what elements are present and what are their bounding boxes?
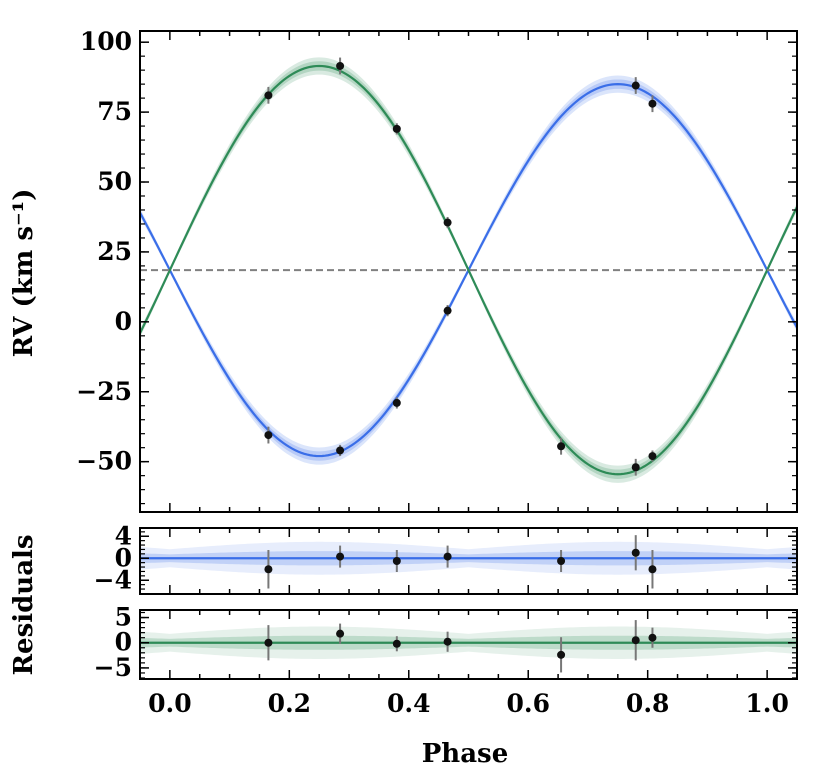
residual-point-green	[443, 637, 452, 646]
y-tick-label: 0	[115, 307, 132, 336]
residual-point-blue	[557, 557, 566, 565]
x-tick-label: 0.0	[148, 689, 192, 718]
y-tick-label: 0	[115, 543, 132, 572]
data-point-green	[392, 124, 401, 133]
residuals-panel-blue: 40−4	[94, 521, 798, 595]
residuals-panel-green: 50−5 0.0 0.2 0.4 0.6 0.8 1.0	[94, 603, 798, 718]
residual-point-blue	[443, 552, 452, 561]
residual-point-green	[631, 636, 640, 645]
data-point-green	[443, 218, 452, 227]
y-tick-label: −50	[76, 447, 132, 476]
residual-point-green	[336, 629, 345, 638]
data-point-blue	[392, 398, 401, 407]
y-tick-label: 50	[97, 167, 132, 196]
data-point-blue	[557, 442, 566, 451]
residual-point-green	[557, 650, 566, 659]
x-tick-label: 0.2	[268, 689, 312, 718]
data-point-green	[631, 463, 640, 472]
residual-point-blue	[631, 548, 640, 557]
rv-panel: 100 75 50 25 0 −25 −50	[76, 27, 798, 513]
y-axis-label-rv: RV (km s⁻¹)	[9, 189, 39, 358]
y-axis-label-residuals: Residuals	[9, 534, 39, 675]
y-tick-label: −5	[94, 653, 132, 682]
plot-area	[140, 57, 797, 483]
data-point-green	[336, 61, 345, 70]
residual-point-blue	[264, 565, 273, 574]
y-tick-label: 75	[97, 97, 132, 126]
residual-point-green	[648, 633, 657, 642]
y-tick-label: −4	[94, 565, 132, 594]
y-tick-label: 25	[97, 237, 132, 266]
x-tick-label: 0.6	[506, 689, 550, 718]
y-tick-label: 4	[115, 521, 132, 550]
y-tick-label: 0	[115, 628, 132, 657]
plot-area	[140, 535, 797, 589]
data-point-green	[648, 452, 657, 461]
x-axis-label: Phase	[422, 739, 508, 769]
y-tick-label: −25	[76, 377, 132, 406]
residual-point-blue	[336, 552, 345, 561]
data-point-blue	[336, 446, 345, 455]
data-point-blue	[443, 306, 452, 315]
y-tick-label: 100	[80, 27, 132, 56]
data-point-blue	[648, 99, 657, 108]
x-tick-label: 0.4	[387, 689, 431, 718]
y-tick-label: 5	[115, 603, 132, 632]
residual-point-blue	[648, 565, 657, 574]
residual-point-green	[264, 638, 273, 647]
residual-point-blue	[392, 557, 401, 565]
data-point-green	[264, 91, 273, 100]
residual-point-green	[392, 639, 401, 648]
x-tick-label: 0.8	[626, 689, 670, 718]
x-tick-label: 1.0	[745, 689, 789, 718]
model-curve-green	[140, 64, 797, 476]
plot-area	[140, 620, 797, 673]
data-point-blue	[264, 431, 273, 440]
data-point-blue	[631, 81, 640, 90]
